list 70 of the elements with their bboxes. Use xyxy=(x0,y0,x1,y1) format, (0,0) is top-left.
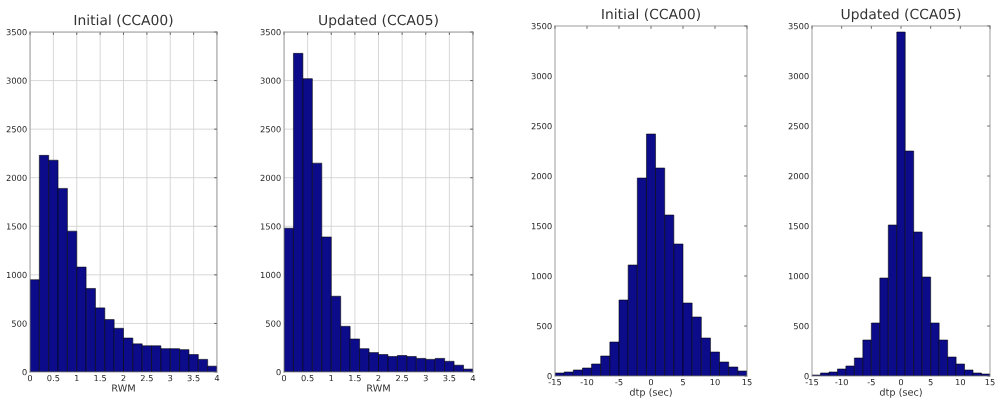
chart-title: Updated (CCA05) xyxy=(319,14,438,28)
y-tick-label: 3000 xyxy=(788,72,809,80)
x-tick-label: 1.5 xyxy=(94,375,107,382)
y-tick-label: 3500 xyxy=(260,28,281,36)
y-tick-label: 1500 xyxy=(788,222,809,230)
y-tick-label: 2000 xyxy=(260,174,281,181)
x-tick-label: 3.5 xyxy=(443,374,456,382)
chart-title: Updated (CCA05) xyxy=(841,8,961,22)
x-axis-title: RWM xyxy=(112,384,135,392)
x-axis-title: RWM xyxy=(367,384,390,392)
x-tick-label: 4 xyxy=(470,375,476,382)
x-tick-label: -15 xyxy=(548,379,562,386)
y-tick-label: 1000 xyxy=(788,272,809,280)
y-tick-label: 3500 xyxy=(6,28,27,36)
x-tick-label: 0 xyxy=(648,378,654,386)
y-tick-label: 3000 xyxy=(6,77,27,84)
x-tick-label: 3 xyxy=(168,374,173,382)
y-tick-label: 0 xyxy=(22,368,27,376)
x-tick-label: 2.5 xyxy=(140,374,153,382)
y-tick-label: 2000 xyxy=(6,174,27,181)
x-tick-label: 2 xyxy=(376,374,381,382)
y-tick-label: 2500 xyxy=(531,122,552,130)
x-tick-label: -5 xyxy=(867,379,875,386)
y-tick-label: 1000 xyxy=(531,272,552,280)
y-tick-label: 2000 xyxy=(531,172,552,180)
y-tick-label: 2500 xyxy=(788,122,809,130)
y-tick-label: 3000 xyxy=(260,77,281,84)
y-tick-label: 2500 xyxy=(6,126,27,133)
x-tick-label: 15 xyxy=(742,379,752,386)
y-tick-label: 1000 xyxy=(260,271,281,279)
y-tick-label: 3500 xyxy=(788,22,809,30)
y-tick-label: 1000 xyxy=(6,271,27,279)
x-tick-label: 2.5 xyxy=(396,374,409,382)
x-tick-label: 4 xyxy=(214,375,220,382)
x-tick-label: 0 xyxy=(27,374,33,382)
y-tick-label: 0 xyxy=(276,368,281,376)
x-tick-label: 1 xyxy=(75,375,79,382)
x-tick-label: 0 xyxy=(281,374,287,382)
x-tick-label: 5 xyxy=(680,379,685,386)
x-tick-label: 0.5 xyxy=(301,374,314,382)
x-tick-label: 2 xyxy=(121,374,126,382)
x-tick-label: -5 xyxy=(615,379,623,386)
y-tick-label: 500 xyxy=(265,320,281,327)
x-tick-label: 0 xyxy=(898,378,904,386)
y-tick-label: 500 xyxy=(536,322,552,330)
x-tick-label: -10 xyxy=(580,378,594,386)
x-tick-label: 15 xyxy=(985,379,995,386)
x-tick-label: 10 xyxy=(955,378,966,386)
y-tick-label: 3000 xyxy=(531,72,552,80)
x-tick-label: 3.5 xyxy=(187,374,200,382)
y-tick-label: 3500 xyxy=(531,22,552,30)
x-tick-label: 0.5 xyxy=(47,374,60,382)
x-tick-label: 5 xyxy=(928,379,933,386)
y-tick-label: 500 xyxy=(11,320,27,327)
x-axis-title: dtp (sec) xyxy=(879,388,922,398)
y-tick-label: 1500 xyxy=(531,222,552,230)
y-tick-label: 2000 xyxy=(788,172,809,180)
x-tick-label: -10 xyxy=(835,378,848,386)
y-tick-label: 500 xyxy=(793,322,809,330)
x-tick-label: 3 xyxy=(423,374,428,382)
x-tick-label: 1 xyxy=(329,375,334,382)
y-tick-label: 1500 xyxy=(6,223,27,230)
x-axis-title: dtp (sec) xyxy=(629,388,672,398)
y-tick-label: 1500 xyxy=(260,223,281,230)
y-tick-label: 2500 xyxy=(260,126,281,133)
chart-title: Initial (CCA00) xyxy=(602,8,700,21)
x-tick-label: -15 xyxy=(805,379,819,386)
chart-title: Initial (CCA00) xyxy=(74,14,173,27)
x-tick-label: 1.5 xyxy=(349,375,361,382)
x-tick-label: 10 xyxy=(710,378,720,386)
